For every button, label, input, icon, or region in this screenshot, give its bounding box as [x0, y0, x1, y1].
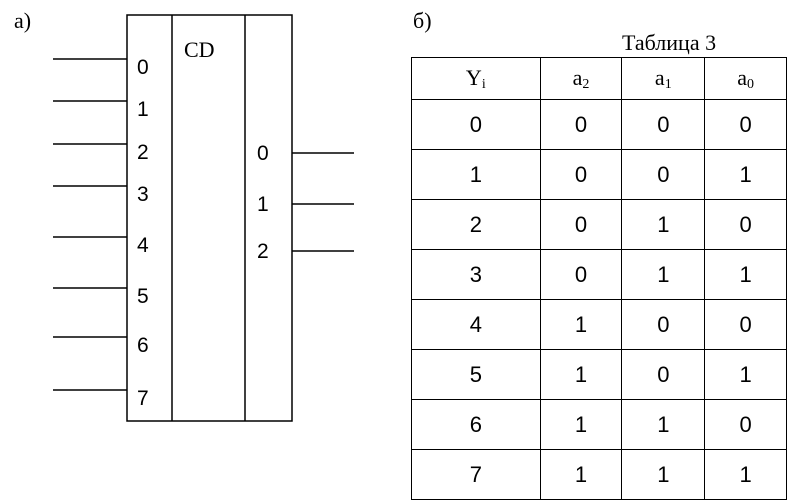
- header-subscript-0: i: [481, 76, 486, 92]
- input-label-1: 1: [137, 98, 149, 121]
- part-b-label: б): [413, 8, 432, 33]
- table-cell: 1: [411, 149, 541, 200]
- table-header-row: Yi a2 a1 a0: [411, 57, 787, 100]
- table-cell: 0: [704, 199, 787, 250]
- header-base-2: a: [654, 64, 665, 90]
- table-caption: Таблица 3: [622, 30, 717, 55]
- table-cell: 1: [539, 299, 623, 350]
- encoder-outline: [126, 14, 293, 422]
- header-base-3: a: [737, 64, 747, 90]
- table-cell: 1: [704, 449, 787, 500]
- table-cell: 0: [704, 399, 787, 450]
- table-cell: 0: [704, 299, 787, 350]
- header-base-0: Y: [465, 64, 482, 90]
- table-cell: 5: [411, 349, 541, 400]
- table-cell: 7: [411, 449, 541, 500]
- encoder-diagram: CD 0 1 2 3 4 5 6 7 0 1 2: [53, 14, 354, 422]
- table-cell: 0: [704, 99, 787, 150]
- table-cell: 0: [539, 99, 623, 150]
- table-header-cell-1: a2: [539, 57, 623, 100]
- input-label-6: 6: [137, 334, 149, 357]
- encoder-title: CD: [184, 37, 215, 62]
- table-cell: 1: [539, 349, 623, 400]
- encoder-block: CD: [126, 14, 293, 422]
- table-cell: 1: [539, 449, 623, 500]
- output-label-2: 2: [257, 240, 269, 263]
- table-cell: 0: [621, 299, 706, 350]
- table-cell: 6: [411, 399, 541, 450]
- input-label-5: 5: [137, 285, 149, 308]
- table-header-cell-3: a0: [704, 57, 787, 100]
- table-cell: 0: [621, 349, 706, 400]
- output-label-1: 1: [257, 193, 269, 216]
- table-cell: 1: [621, 449, 706, 500]
- table-cell: 0: [539, 249, 623, 300]
- input-lines: 0 1 2 3 4 5 6 7: [53, 56, 149, 410]
- table-cell: 0: [539, 149, 623, 200]
- header-base-1: a: [572, 64, 583, 90]
- table-cell: 1: [539, 399, 623, 450]
- input-label-2: 2: [137, 141, 149, 164]
- input-label-4: 4: [137, 234, 149, 257]
- input-label-3: 3: [137, 183, 149, 206]
- input-label-0: 0: [137, 56, 149, 79]
- table-header-cell-0: Yi: [411, 57, 541, 100]
- table-header-cell-2: a1: [621, 57, 706, 100]
- table-cell: 2: [411, 199, 541, 250]
- table-cell: 1: [704, 249, 787, 300]
- table-cell: 1: [704, 149, 787, 200]
- output-lines: 0 1 2: [257, 142, 354, 263]
- header-subscript-3: 0: [746, 76, 754, 92]
- table-cell: 4: [411, 299, 541, 350]
- table-cell: 0: [621, 99, 706, 150]
- table-cell: 0: [539, 199, 623, 250]
- table-cell: 0: [621, 149, 706, 200]
- part-a-label: а): [14, 8, 32, 33]
- table-cell: 1: [704, 349, 787, 400]
- table-cell: 1: [621, 249, 706, 300]
- table-cell: 1: [621, 199, 706, 250]
- table-cell: 3: [411, 249, 541, 300]
- header-subscript-2: 1: [664, 76, 672, 92]
- table-cell: 0: [411, 99, 541, 150]
- table-cell: 1: [621, 399, 706, 450]
- input-label-7: 7: [137, 387, 149, 410]
- header-subscript-1: 2: [582, 76, 590, 92]
- output-label-0: 0: [257, 142, 269, 165]
